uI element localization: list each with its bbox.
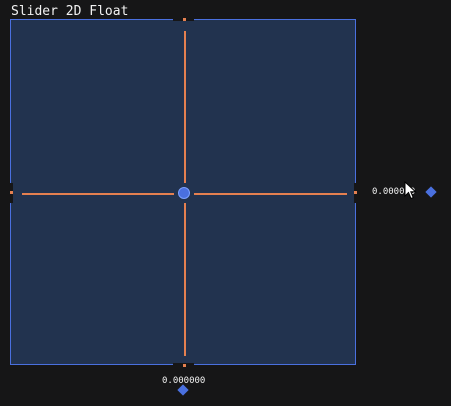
widget-title: Slider 2D Float <box>11 4 129 19</box>
x-value-label: 0.000000 <box>162 376 206 386</box>
crosshair-horizontal-right <box>194 193 347 195</box>
slider-2d-knob[interactable] <box>178 187 190 199</box>
left-edge-tick <box>10 191 13 194</box>
right-edge-tick <box>354 191 357 194</box>
y-value-label: 0.000000 <box>372 187 416 197</box>
crosshair-horizontal-left <box>22 193 174 195</box>
diamond-handle-icon[interactable] <box>177 384 189 396</box>
bottom-edge-tick <box>183 364 186 367</box>
top-edge-tick <box>183 18 186 21</box>
crosshair-vertical-top <box>184 31 186 183</box>
slider-2d-pad[interactable] <box>10 19 356 365</box>
diamond-handle-icon[interactable] <box>425 186 437 198</box>
mouse-pointer-icon <box>404 181 417 200</box>
crosshair-vertical-bottom <box>184 203 186 356</box>
